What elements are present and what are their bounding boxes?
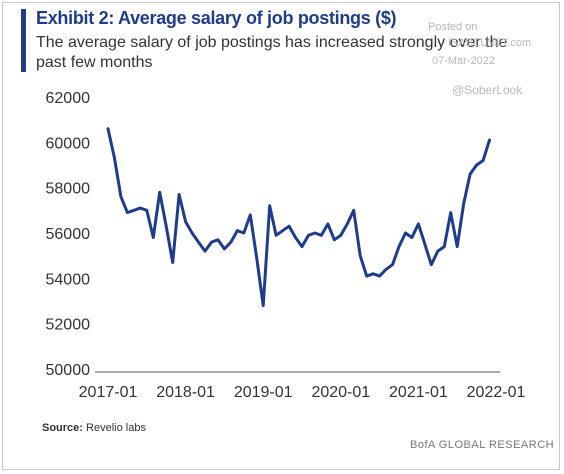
brand-label: BofA GLOBAL RESEARCH bbox=[410, 439, 555, 451]
salary-series-line bbox=[106, 127, 491, 307]
title-accent-bar bbox=[21, 9, 26, 72]
source-text: Revelio labs bbox=[86, 422, 146, 434]
x-tick-label: 2018-01 bbox=[156, 384, 215, 401]
chart-frame bbox=[2, 2, 560, 470]
y-tick-label: 52000 bbox=[46, 317, 91, 334]
y-tick-label: 58000 bbox=[46, 181, 91, 198]
y-tick-label: 50000 bbox=[46, 362, 91, 379]
y-tick-label: 54000 bbox=[46, 271, 91, 288]
watermark-handle: @SoberLook bbox=[452, 83, 523, 97]
x-tick-label: 2022-01 bbox=[467, 384, 526, 401]
chart-subtitle: The average salary of job postings has i… bbox=[36, 34, 508, 71]
watermark-posted: Posted on bbox=[428, 21, 478, 33]
watermark-site: ISABELNET.com bbox=[448, 37, 532, 49]
watermark-date: 07-Mar-2022 bbox=[432, 55, 495, 67]
y-tick-label: 60000 bbox=[46, 135, 91, 152]
y-tick-label: 56000 bbox=[46, 226, 91, 243]
x-tick-label: 2017-01 bbox=[79, 384, 138, 401]
source-label: Source: bbox=[42, 422, 83, 434]
y-tick-label: 62000 bbox=[46, 90, 91, 107]
source-note: Source: Revelio labs bbox=[42, 422, 146, 434]
x-tick-label: 2019-01 bbox=[234, 384, 293, 401]
chart-title: Exhibit 2: Average salary of job posting… bbox=[36, 8, 397, 28]
x-tick-label: 2020-01 bbox=[311, 384, 370, 401]
x-tick-label: 2021-01 bbox=[389, 384, 448, 401]
